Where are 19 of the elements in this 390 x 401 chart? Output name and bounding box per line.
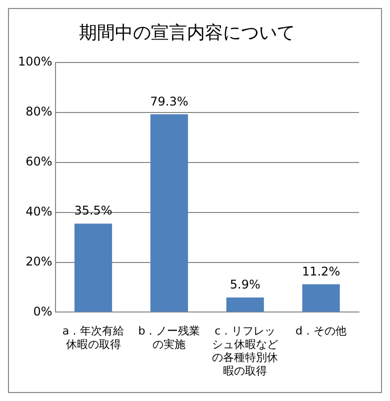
x-tick-label: d．その他 (296, 324, 347, 338)
chart-title: 期間中の宣言内容について (79, 22, 295, 44)
bar (226, 297, 264, 312)
bar (302, 284, 340, 312)
y-tick-label: 40% (26, 204, 52, 218)
data-label: 5.9% (230, 278, 260, 292)
bar (74, 224, 112, 312)
x-tick-label: b．ノー残業の実施 (138, 324, 200, 351)
y-tick-label: 60% (26, 154, 52, 169)
y-tick-label: 20% (26, 254, 52, 268)
y-tick-label: 80% (26, 104, 52, 119)
data-label: 79.3% (150, 94, 188, 108)
data-label: 11.2% (302, 264, 340, 278)
data-label: 35.5% (74, 204, 112, 218)
x-tick-label: c．リフレッシュ休暇などの各種特別休暇の取得 (212, 324, 278, 378)
y-tick-label: 0% (33, 304, 52, 318)
y-tick-label: 100% (18, 54, 52, 69)
bar (150, 114, 188, 312)
x-tick-label: a．年次有給休暇の取得 (62, 324, 124, 351)
